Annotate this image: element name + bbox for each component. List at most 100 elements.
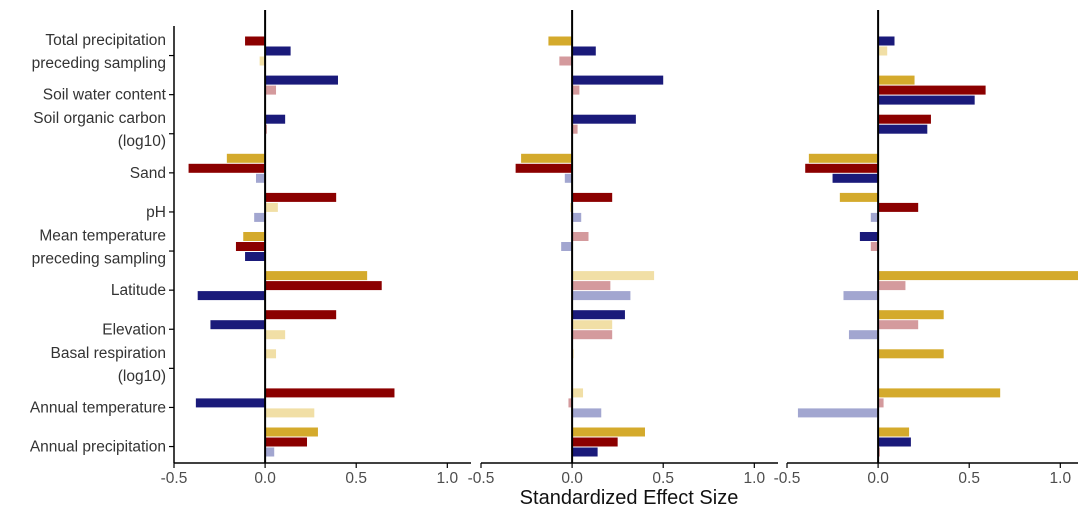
bar: [878, 124, 928, 134]
bar: [572, 75, 664, 85]
x-tick-label: -0.5: [468, 470, 495, 487]
bar: [226, 153, 266, 163]
bar: [878, 281, 906, 291]
bar: [572, 232, 589, 241]
bar: [878, 320, 919, 330]
category-label: (log10): [118, 133, 166, 150]
bar: [878, 36, 895, 46]
bar: [572, 320, 613, 330]
bar: [572, 271, 655, 281]
bar: [572, 408, 602, 418]
bar: [878, 398, 884, 408]
panel-1: -0.5 0.0 0.5 1.0: [161, 10, 471, 487]
bar: [265, 281, 382, 291]
bar: [843, 291, 879, 301]
bar: [572, 447, 598, 457]
bar: [878, 437, 911, 447]
category-label: Total precipitation: [45, 32, 166, 49]
bar: [805, 163, 879, 173]
x-tick-label: 1.0: [1050, 470, 1072, 487]
bar: [265, 437, 308, 447]
bar: [265, 330, 286, 340]
category-label: Elevation: [102, 321, 166, 338]
bar: [265, 447, 275, 457]
category-label: Soil organic carbon: [33, 110, 166, 127]
bar: [265, 192, 337, 202]
bar: [561, 242, 573, 251]
x-tick-label: 0.5: [958, 470, 980, 487]
bar: [878, 388, 1001, 398]
bar: [832, 173, 879, 183]
bar: [265, 85, 277, 95]
bar: [870, 212, 879, 222]
bar: [878, 85, 986, 95]
category-label: Annual temperature: [30, 399, 166, 416]
bar: [265, 75, 338, 85]
bar: [195, 398, 266, 408]
bar: [878, 46, 888, 56]
category-label: preceding sampling: [32, 55, 166, 72]
bar: [568, 398, 573, 408]
bar: [859, 232, 879, 241]
bar: [265, 388, 395, 398]
bar: [265, 46, 291, 56]
bar: [265, 349, 277, 359]
bar: [265, 114, 286, 124]
bar: [878, 271, 1078, 281]
x-tick-label: -0.5: [774, 470, 801, 487]
bar: [572, 114, 636, 124]
bar: [878, 349, 944, 359]
category-labels: Total precipitation preceding sampling Soi…: [30, 32, 167, 456]
bar: [188, 163, 266, 173]
x-tick-label: 1.0: [744, 470, 766, 487]
bar: [515, 163, 573, 173]
x-tick-label: -0.5: [161, 470, 188, 487]
x-tick-label: 0.0: [867, 470, 889, 487]
x-tick-label: 0.5: [345, 470, 367, 487]
bar: [878, 202, 919, 212]
bar: [878, 95, 975, 105]
bar: [245, 252, 266, 261]
bar: [521, 153, 573, 163]
bar: [235, 242, 266, 251]
bar: [878, 310, 944, 320]
category-label: Soil water content: [43, 87, 167, 104]
bar: [878, 75, 915, 85]
bar: [572, 281, 611, 291]
bar: [265, 202, 278, 212]
x-axis-title: Standardized Effect Size: [520, 487, 739, 507]
bar: [572, 212, 582, 222]
bar: [197, 291, 266, 301]
x-tick-label: 0.0: [254, 470, 276, 487]
x-tick-label: 1.0: [437, 470, 459, 487]
bar: [839, 192, 879, 202]
bar: [210, 320, 266, 330]
panel-2: -0.5 0.0 0.5 1.0: [468, 10, 778, 487]
bar: [878, 427, 910, 437]
bar: [572, 85, 580, 95]
category-label: preceding sampling: [32, 251, 166, 268]
panel-3: -0.5 0.0 0.5 1.0: [774, 10, 1078, 487]
bar: [564, 173, 573, 183]
bar: [572, 388, 584, 398]
bar: [265, 271, 368, 281]
category-label: Mean temperature: [39, 228, 166, 245]
bar: [572, 427, 645, 437]
bar: [572, 330, 613, 340]
bar: [572, 124, 578, 134]
category-label: Sand: [130, 165, 166, 182]
bar: [572, 291, 631, 301]
bar: [243, 232, 266, 241]
bar: [259, 56, 266, 66]
bar: [254, 212, 266, 222]
bar: [572, 46, 596, 56]
category-label: Basal respiration: [51, 345, 166, 362]
bar: [548, 36, 573, 46]
bar: [797, 408, 879, 418]
bar: [848, 330, 879, 340]
bar: [878, 114, 931, 124]
category-label: pH: [146, 204, 166, 221]
bar: [265, 408, 315, 418]
bar: [265, 310, 337, 320]
